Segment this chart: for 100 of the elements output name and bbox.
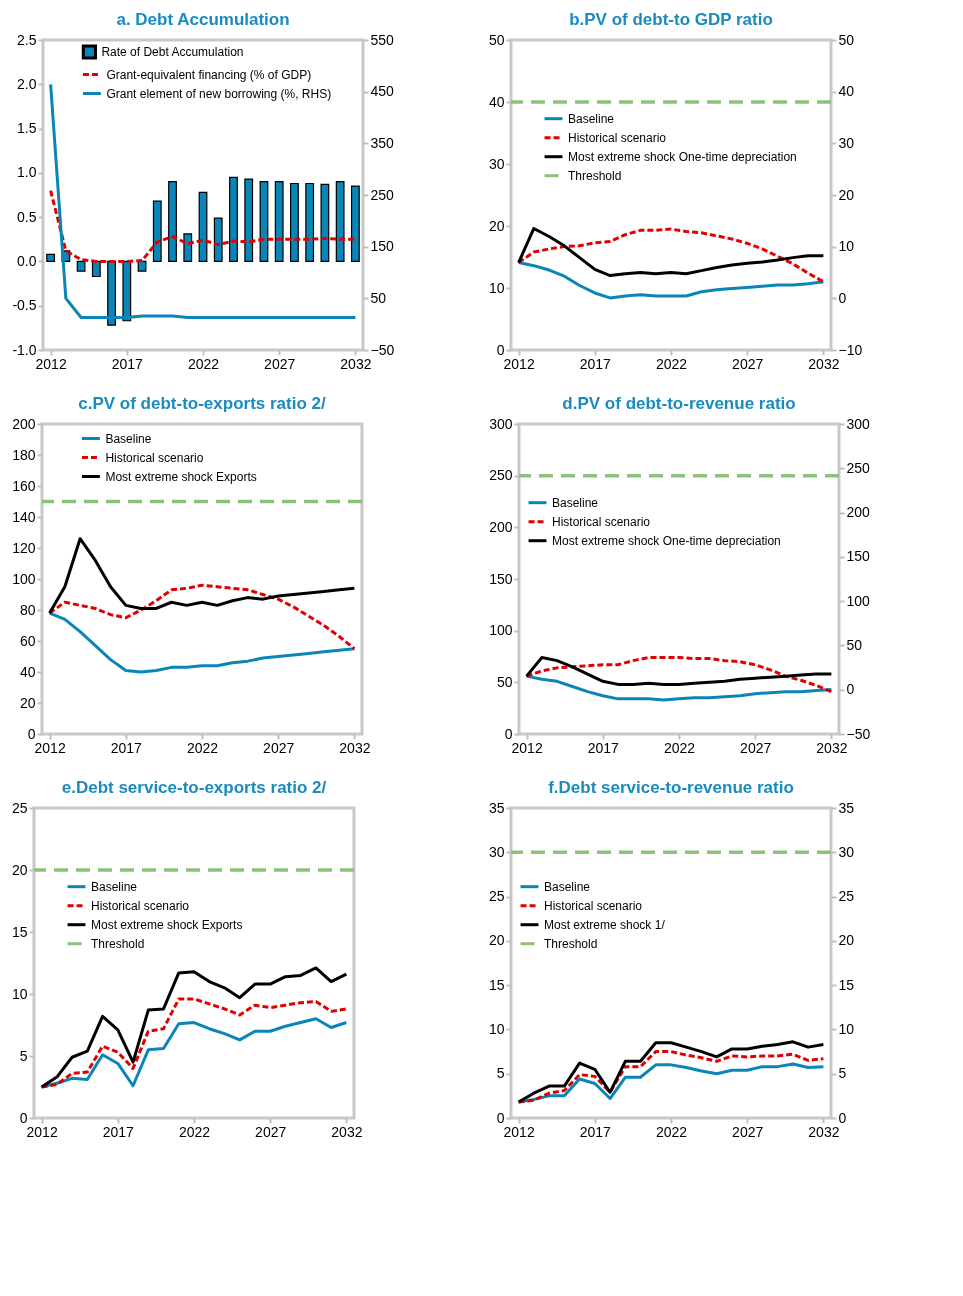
- chart-title: d.PV of debt-to-revenue ratio: [562, 394, 796, 413]
- y-tick-label: 1.5: [17, 120, 37, 137]
- y-tick-label: 20: [488, 932, 505, 949]
- y-tick-label: 140: [12, 508, 36, 525]
- y-tick-label: 300: [489, 415, 513, 432]
- x-tick-label: 2017: [579, 355, 612, 372]
- x-tick-label: 2027: [740, 739, 772, 756]
- y-tick-label: 15: [488, 976, 505, 993]
- line-series: [49, 189, 357, 263]
- y2-tick-label: 550: [370, 31, 395, 48]
- bar: [183, 233, 193, 263]
- y-tick-label: 150: [489, 570, 513, 587]
- y-tick-label: 15: [11, 923, 28, 940]
- bar: [350, 185, 360, 263]
- legend-label: Threshold: [568, 168, 622, 183]
- legend-label: Historical scenario: [91, 898, 190, 913]
- legend-label: Most extreme shock Exports: [91, 917, 243, 932]
- y-tick-label: 0: [496, 1109, 505, 1126]
- y-tick-label: 20: [11, 861, 28, 878]
- legend-label: Baseline: [552, 495, 599, 510]
- y2-tick-label: 250: [370, 186, 395, 203]
- y-tick-label: 80: [19, 601, 36, 618]
- legend-label: Historical scenario: [552, 514, 651, 529]
- bar: [168, 181, 177, 263]
- y-tick-label: 0: [27, 725, 36, 742]
- x-tick-label: 2012: [503, 355, 535, 372]
- y-tick-label: 10: [488, 1020, 505, 1037]
- bar: [229, 176, 238, 263]
- chart-title: e.Debt service-to-exports ratio 2/: [61, 778, 327, 797]
- y2-tick-label: 200: [846, 504, 871, 521]
- x-tick-label: 2032: [340, 355, 372, 372]
- y2-tick-label: 10: [838, 1020, 855, 1037]
- x-tick-label: 2027: [255, 1123, 287, 1140]
- y2-tick-label: 35: [838, 799, 855, 816]
- y2-tick-label: 20: [838, 932, 855, 949]
- legend-label: Historical scenario: [568, 130, 667, 145]
- legend-label: Most extreme shock Exports: [105, 469, 257, 484]
- y2-tick-label: 0: [846, 681, 855, 698]
- y-tick-label: 2.0: [17, 75, 37, 92]
- y2-tick-label: −10: [838, 341, 863, 358]
- legend-label: Most extreme shock 1/: [544, 917, 666, 932]
- x-tick-label: 2032: [808, 355, 840, 372]
- y2-tick-label: 450: [370, 83, 395, 100]
- y2-tick-label: 50: [838, 31, 855, 48]
- x-tick-label: 2017: [111, 355, 144, 372]
- y-tick-label: -0.5: [12, 297, 37, 314]
- bar: [244, 178, 254, 263]
- x-tick-label: 2027: [732, 355, 764, 372]
- bar: [335, 181, 345, 263]
- y-tick-label: 1.0: [17, 164, 37, 181]
- y-tick-label: 0.5: [17, 208, 37, 225]
- x-tick-label: 2032: [808, 1123, 840, 1140]
- x-tick-label: 2017: [579, 1123, 612, 1140]
- bar: [213, 217, 223, 263]
- x-tick-label: 2032: [339, 739, 371, 756]
- legend-label: Baseline: [568, 111, 615, 126]
- x-tick-label: 2027: [264, 355, 296, 372]
- y2-tick-label: 15: [838, 976, 855, 993]
- y2-tick-label: 30: [838, 134, 855, 151]
- legend-label: Threshold: [91, 936, 145, 951]
- y2-tick-label: 0: [838, 289, 847, 306]
- y-tick-label: 5: [19, 1047, 28, 1064]
- chart-title: c.PV of debt-to-exports ratio 2/: [78, 394, 327, 413]
- y2-tick-label: 20: [838, 186, 855, 203]
- line-series: [48, 583, 356, 651]
- chart-title: a. Debt Accumulation: [116, 10, 290, 29]
- y-tick-label: 0: [19, 1109, 28, 1126]
- x-tick-label: 2027: [732, 1123, 764, 1140]
- y-tick-label: 25: [11, 799, 28, 816]
- y2-tick-label: 50: [370, 289, 387, 306]
- y2-tick-label: 350: [370, 134, 395, 151]
- bar: [76, 260, 86, 272]
- x-tick-label: 2012: [35, 355, 67, 372]
- bar: [274, 181, 284, 263]
- y-tick-label: 10: [488, 279, 505, 296]
- chart-title: f.Debt service-to-revenue ratio: [548, 778, 794, 797]
- y2-tick-label: 40: [838, 83, 855, 100]
- y-tick-label: 50: [488, 31, 505, 48]
- legend-label: Baseline: [105, 431, 152, 446]
- line-series: [525, 674, 833, 702]
- y-tick-label: 20: [19, 694, 36, 711]
- y2-tick-label: 250: [846, 459, 871, 476]
- y2-tick-label: 5: [838, 1065, 847, 1082]
- y-tick-label: 60: [19, 632, 36, 649]
- legend-label: Most extreme shock One-time depreciation: [552, 533, 781, 548]
- x-tick-label: 2032: [816, 739, 848, 756]
- x-tick-label: 2017: [102, 1123, 135, 1140]
- x-tick-label: 2022: [178, 1123, 211, 1140]
- y-tick-label: 5: [496, 1065, 505, 1082]
- bar: [152, 200, 162, 263]
- x-tick-label: 2012: [503, 1123, 535, 1140]
- y-tick-label: 35: [488, 799, 505, 816]
- legend-label: Baseline: [91, 879, 138, 894]
- bar: [290, 182, 299, 263]
- bar: [305, 182, 315, 263]
- y-tick-label: 200: [12, 415, 36, 432]
- y2-tick-label: 50: [846, 636, 863, 653]
- y-tick-label: 30: [488, 155, 505, 172]
- y-tick-label: 180: [12, 446, 36, 463]
- line-series: [517, 1040, 825, 1104]
